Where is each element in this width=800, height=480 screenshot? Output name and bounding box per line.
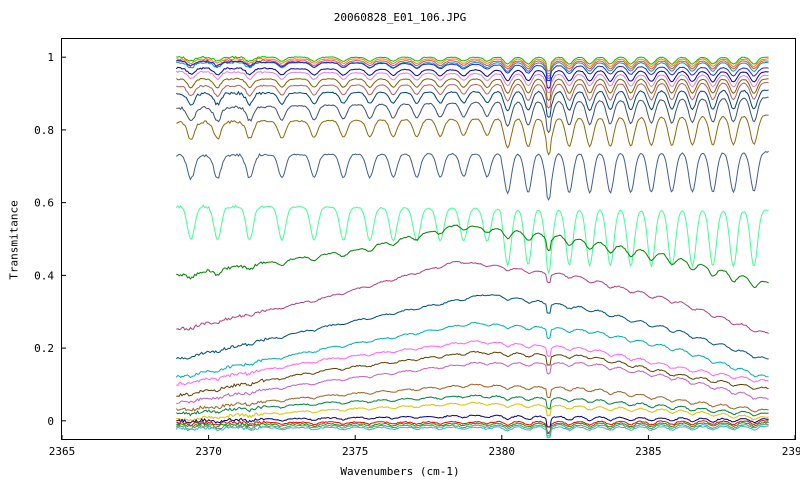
series-line xyxy=(176,394,769,417)
series-line xyxy=(175,321,769,379)
x-tick-label: 2380 xyxy=(489,445,516,458)
series-line xyxy=(176,340,769,387)
x-tick-label: 2375 xyxy=(342,445,369,458)
series-line xyxy=(176,361,769,405)
y-tick-label: 1 xyxy=(47,51,54,64)
x-tick-label: 2385 xyxy=(635,445,662,458)
series-line xyxy=(176,59,769,77)
series-line xyxy=(175,204,769,275)
series-line xyxy=(176,414,769,428)
series-line xyxy=(176,419,769,434)
plot-frame xyxy=(61,38,796,440)
y-tick-label: 0.4 xyxy=(34,269,54,282)
series-line xyxy=(176,77,769,102)
series-line xyxy=(176,96,769,134)
series-line xyxy=(175,423,769,437)
series-line xyxy=(176,401,769,422)
y-tick-label: 0.6 xyxy=(34,197,54,210)
y-tick-label: 0 xyxy=(47,415,54,428)
chart-title: 20060828_E01_106.JPG xyxy=(333,11,467,24)
series-line xyxy=(176,89,769,118)
series-line xyxy=(176,260,769,335)
series-line xyxy=(176,57,769,75)
series-line xyxy=(176,114,769,156)
series-line xyxy=(175,150,769,201)
series-line xyxy=(175,66,769,89)
series-line xyxy=(176,81,769,109)
x-tick-label: 2365 xyxy=(49,445,76,458)
series-line xyxy=(175,70,769,94)
series-line xyxy=(175,421,769,435)
series-layer xyxy=(175,55,769,439)
series-line xyxy=(176,55,769,72)
x-axis-label: Wavenumbers (cm-1) xyxy=(340,465,460,478)
x-tick-label: 2370 xyxy=(195,445,222,458)
series-line xyxy=(176,224,769,289)
y-tick-label: 0.8 xyxy=(34,124,54,137)
y-tick-label: 0.2 xyxy=(34,342,54,355)
series-line xyxy=(175,294,769,360)
series-line xyxy=(175,383,769,413)
series-line xyxy=(175,59,769,82)
series-line xyxy=(176,350,769,397)
series-line xyxy=(175,425,769,439)
